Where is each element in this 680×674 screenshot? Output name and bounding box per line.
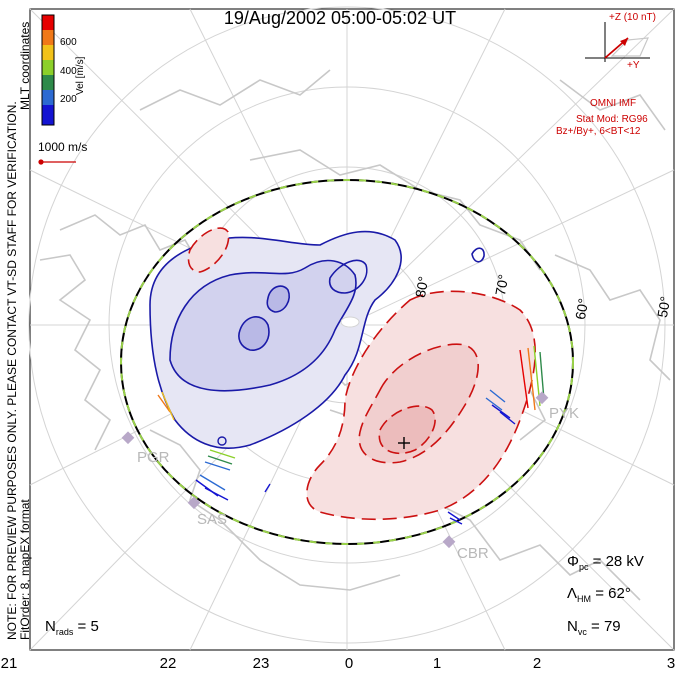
phi-symbol: Φ [567,553,579,570]
stat-lambda-hm-value: = 62° [595,585,631,602]
colorbar [41,14,55,126]
station-marker-sas [187,496,201,510]
mlt-label-23: 23 [252,655,270,672]
station-label-pyk: PYK [549,405,580,422]
n-vc-subscript: vc [577,627,587,637]
velocity-vectors-pyk [485,345,545,425]
mlt-label-22: 22 [159,655,177,672]
lambda-symbol: Λ [567,585,578,602]
colorbar-swatch [42,15,54,30]
dusk-cell-small-loop [471,247,485,263]
stat-lambda-hm: ΛHM = 62° [567,585,631,604]
imf-axis-y: +Y [627,60,640,71]
station-label-sas: SAS [197,511,228,528]
stat-n-rads: Nrads = 5 [45,618,99,637]
n-symbol: N [45,618,56,635]
mlt-label-21: 21 [0,655,18,672]
lambda-subscript: HM [577,594,592,604]
mlt-label-2: 2 [532,655,542,672]
colorbar-swatch [42,90,54,105]
vector-scale-arrow [38,159,76,165]
colorbar-swatch [42,60,54,75]
imf-axis-z: +Z (10 nT) [609,12,656,23]
dusk-convection-cell [149,230,485,449]
dusk-cell-center-marker [217,436,227,446]
stat-n-rads-value: = 5 [77,618,99,635]
stat-phi-pc: Φpc = 28 kV [567,553,644,572]
dusk-cell-small-contour [266,285,290,313]
heppner-maynard-boundary [120,179,574,545]
colorbar-swatch [42,45,54,60]
dawn-cell-small-loop [187,227,230,273]
velocity-vectors-cbr [447,511,463,525]
map-title: 19/Aug/2002 05:00-05:02 UT [223,8,457,28]
colorbar-swatch [42,75,54,90]
colorbar-tick: 200 [60,94,77,105]
colorbar-swatch [42,30,54,45]
n-symbol: N [567,618,578,635]
stat-n-vc: Nvc = 79 [567,618,621,637]
fit-order-label: FitOrder: 8, mapEX format [18,499,32,640]
imf-clock-dial [585,22,650,62]
colorbar-tick: 600 [60,37,77,48]
station-label-pgr: PGR [137,449,170,466]
velocity-vectors-pgr [157,391,271,501]
mlt-label-1: 1 [432,655,442,672]
station-label-cbr: CBR [457,545,489,562]
mlt-label-0: 0 [344,655,354,672]
colorbar-tick: 400 [60,66,77,77]
magnetic-pole-marker [340,316,360,328]
dawn-cell-inner-contour [378,405,436,455]
stat-phi-pc-value: = 28 kV [592,553,644,570]
dusk-cell-tail-contour [328,259,368,294]
station-marker-cbr [442,535,456,549]
n-rads-subscript: rads [55,627,74,637]
mlt-label-3: 3 [666,655,676,672]
vector-scale-label: 1000 m/s [38,140,88,154]
phi-subscript: pc [578,562,589,572]
imf-source: OMNI IMF [590,98,637,109]
dusk-cell-inner-contour [238,316,270,351]
imf-model-line1: Stat Mod: RG96 [576,114,648,125]
coordinates-label: MLT coordinates [18,21,32,110]
colorbar-swatch [42,105,54,125]
dawn-convection-cell [187,227,536,521]
dawn-cell-center-plus [398,437,410,449]
preview-note: NOTE: FOR PREVIEW PURPOSES ONLY. PLEASE … [5,101,19,640]
stat-n-vc-value: = 79 [591,618,621,635]
imf-model-line2: Bz+/By+, 6<BT<12 [556,126,641,137]
